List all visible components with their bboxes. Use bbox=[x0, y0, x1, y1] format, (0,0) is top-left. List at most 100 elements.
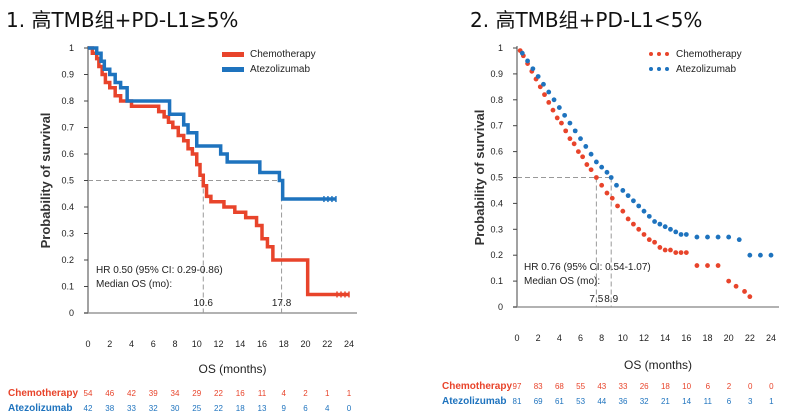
risk-table-label: Atezolizumab bbox=[442, 396, 506, 407]
x-tick-label: 10 bbox=[618, 333, 628, 343]
risk-table-value: 11 bbox=[258, 389, 267, 398]
chemotherapy-point bbox=[546, 99, 552, 105]
atezolizumab-point bbox=[546, 89, 552, 95]
chart-2: 00.10.20.30.40.50.60.70.80.910 2 4 6 8 10 12 14… bbox=[442, 43, 779, 407]
y-tick-label: 0.1 bbox=[61, 282, 74, 292]
atezolizumab-point bbox=[599, 164, 605, 170]
hr-annotation: HR 0.50 (95% CI: 0.29-0.86) bbox=[96, 265, 223, 276]
atezolizumab-point bbox=[678, 232, 684, 237]
risk-table-value: 44 bbox=[597, 397, 606, 406]
legend-swatch-dot bbox=[657, 52, 661, 56]
risk-table-value: 26 bbox=[640, 382, 649, 391]
risk-table-value: 4 bbox=[282, 389, 287, 398]
risk-table-value: 30 bbox=[171, 404, 180, 413]
risk-table-value: 34 bbox=[171, 389, 180, 398]
chemotherapy-point bbox=[733, 283, 739, 289]
hr-annotation: Median OS (mo): bbox=[524, 276, 600, 287]
chemotherapy-point bbox=[563, 128, 569, 134]
risk-table-value: 21 bbox=[661, 397, 670, 406]
risk-table-value: 18 bbox=[661, 382, 670, 391]
atezolizumab-point bbox=[668, 226, 673, 232]
x-tick-label: 6 bbox=[151, 339, 156, 349]
x-tick-label: 0 bbox=[514, 333, 519, 343]
x-tick-label: 22 bbox=[322, 339, 332, 349]
x-tick-label: 0 bbox=[85, 339, 90, 349]
risk-table-value: 4 bbox=[325, 404, 330, 413]
risk-table-value: 32 bbox=[640, 397, 649, 406]
risk-table-value: 0 bbox=[347, 404, 352, 413]
y-tick-label: 0.8 bbox=[61, 96, 74, 106]
chemotherapy-point bbox=[559, 120, 564, 126]
risk-table-value: 9 bbox=[282, 404, 287, 413]
legend-label: Atezolizumab bbox=[250, 64, 310, 75]
y-tick-label: 0.3 bbox=[61, 229, 74, 239]
atezolizumab-point bbox=[768, 252, 774, 258]
chemotherapy-point bbox=[641, 232, 647, 237]
x-tick-label: 12 bbox=[639, 333, 649, 343]
atezolizumab-point bbox=[604, 169, 610, 175]
x-tick-label: 8 bbox=[172, 339, 177, 349]
risk-table-value: 81 bbox=[513, 397, 522, 406]
atezolizumab-point bbox=[567, 120, 573, 126]
risk-table-value: 46 bbox=[105, 389, 114, 398]
atezolizumab-point bbox=[636, 203, 642, 209]
median-value-label: 8.9 bbox=[604, 294, 618, 305]
atezolizumab-point bbox=[726, 234, 732, 240]
chemotherapy-point bbox=[593, 175, 599, 180]
chemotherapy-curve bbox=[88, 46, 349, 297]
chemotherapy-point bbox=[652, 239, 657, 245]
risk-table-value: 16 bbox=[236, 389, 245, 398]
atezolizumab-point bbox=[652, 219, 657, 224]
atezolizumab-point bbox=[588, 151, 594, 157]
chemotherapy-point bbox=[599, 182, 605, 188]
legend-label: Atezolizumab bbox=[676, 64, 736, 75]
risk-table-value: 36 bbox=[619, 397, 628, 406]
y-tick-label: 1 bbox=[498, 43, 503, 53]
atezolizumab-point bbox=[747, 252, 753, 258]
risk-table-value: 33 bbox=[619, 382, 628, 391]
atezolizumab-point bbox=[556, 105, 562, 110]
legend-label: Chemotherapy bbox=[676, 49, 742, 60]
risk-table-value: 61 bbox=[555, 397, 564, 406]
x-tick-label: 12 bbox=[213, 339, 223, 349]
atezolizumab-point bbox=[662, 224, 668, 230]
atezolizumab-point bbox=[593, 159, 599, 165]
atezolizumab-point bbox=[620, 188, 626, 193]
atezolizumab-point bbox=[519, 50, 525, 56]
risk-table-value: 2 bbox=[303, 389, 308, 398]
atezolizumab-point bbox=[608, 175, 614, 180]
chemotherapy-point bbox=[662, 247, 668, 253]
risk-table-value: 43 bbox=[597, 382, 606, 391]
atezolizumab-point bbox=[705, 234, 710, 240]
risk-table-label: Chemotherapy bbox=[442, 381, 512, 392]
y-axis-title: Probability of survival bbox=[38, 113, 53, 249]
chemotherapy-point bbox=[705, 263, 710, 268]
atezolizumab-point bbox=[694, 234, 700, 240]
chemotherapy-point bbox=[580, 154, 586, 160]
page-title-left: 1. 高TMB组+PD-L1≥5% bbox=[6, 8, 239, 32]
y-tick-label: 0.6 bbox=[61, 149, 74, 159]
chemotherapy-point bbox=[575, 149, 581, 155]
median-value-label: 7.5 bbox=[589, 294, 603, 305]
atezolizumab-point bbox=[736, 237, 742, 243]
risk-table-value: 6 bbox=[727, 397, 732, 406]
risk-table-value: 1 bbox=[347, 389, 352, 398]
x-tick-label: 18 bbox=[702, 333, 712, 343]
risk-table-value: 1 bbox=[325, 389, 330, 398]
x-tick-label: 6 bbox=[578, 333, 583, 343]
chemotherapy-point bbox=[668, 247, 673, 253]
risk-table-value: 18 bbox=[236, 404, 245, 413]
risk-table-value: 22 bbox=[214, 404, 223, 413]
risk-table-value: 32 bbox=[149, 404, 158, 413]
x-tick-label: 2 bbox=[536, 333, 541, 343]
chemotherapy-point bbox=[537, 84, 543, 90]
risk-table-value: 69 bbox=[534, 397, 543, 406]
chemotherapy-point bbox=[678, 250, 684, 256]
risk-table-value: 42 bbox=[84, 404, 93, 413]
risk-table-value: 22 bbox=[214, 389, 223, 398]
atezolizumab-curve bbox=[88, 46, 336, 201]
risk-table-value: 3 bbox=[748, 397, 753, 406]
y-tick-label: 0.7 bbox=[61, 123, 74, 133]
x-tick-label: 24 bbox=[766, 333, 776, 343]
x-tick-label: 16 bbox=[681, 333, 691, 343]
